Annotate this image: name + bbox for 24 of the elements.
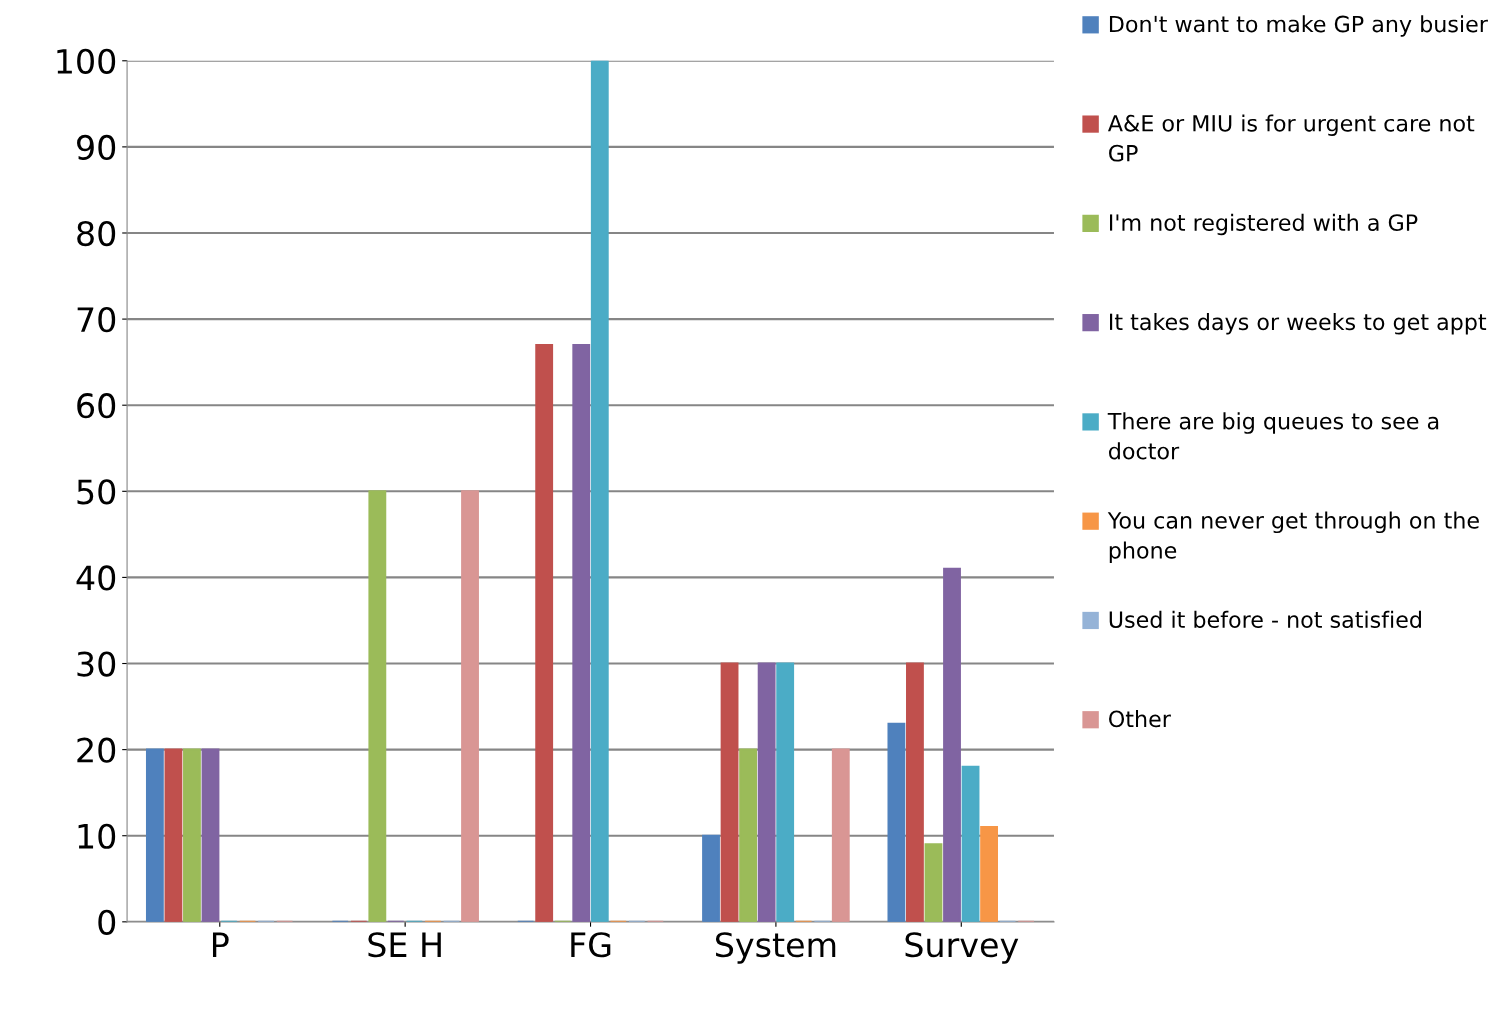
legend-label: A&E or MIU is for urgent care not GP — [1107, 114, 1475, 162]
y-tick-label: 0 — [98, 909, 116, 935]
y-tick-label: 100 — [57, 48, 116, 74]
y-tick-label: 40 — [76, 565, 116, 591]
y-tick-label: 20 — [77, 737, 116, 763]
y-tick-label: 70 — [77, 307, 116, 333]
y-tick-label: 30 — [77, 651, 116, 677]
y-tick-label: 90 — [77, 134, 116, 161]
x-tick-label: System — [715, 932, 836, 964]
y-tick-label: 80 — [77, 220, 116, 247]
legend-label: Don't want to make GP any busier — [1109, 15, 1488, 37]
x-tick-label: P — [212, 932, 229, 957]
legend-label: Other — [1109, 710, 1171, 728]
legend-label: I'm not registered with a GP — [1109, 213, 1418, 236]
x-tick-label: FG — [571, 932, 611, 958]
legend-label: You can never get through on the phone — [1107, 511, 1479, 564]
x-tick-label: SE H — [368, 932, 441, 958]
legend-label: It takes days or weeks to get appt — [1109, 313, 1487, 335]
legend-label: Used it before - not satisfied — [1109, 610, 1421, 629]
x-tick-label: Survey — [905, 932, 1019, 964]
legend-label: There are big queues to see a doctor — [1107, 412, 1439, 460]
y-tick-label: 50 — [77, 479, 116, 505]
y-tick-label: 60 — [77, 393, 116, 419]
y-tick-label: 10 — [78, 823, 116, 849]
